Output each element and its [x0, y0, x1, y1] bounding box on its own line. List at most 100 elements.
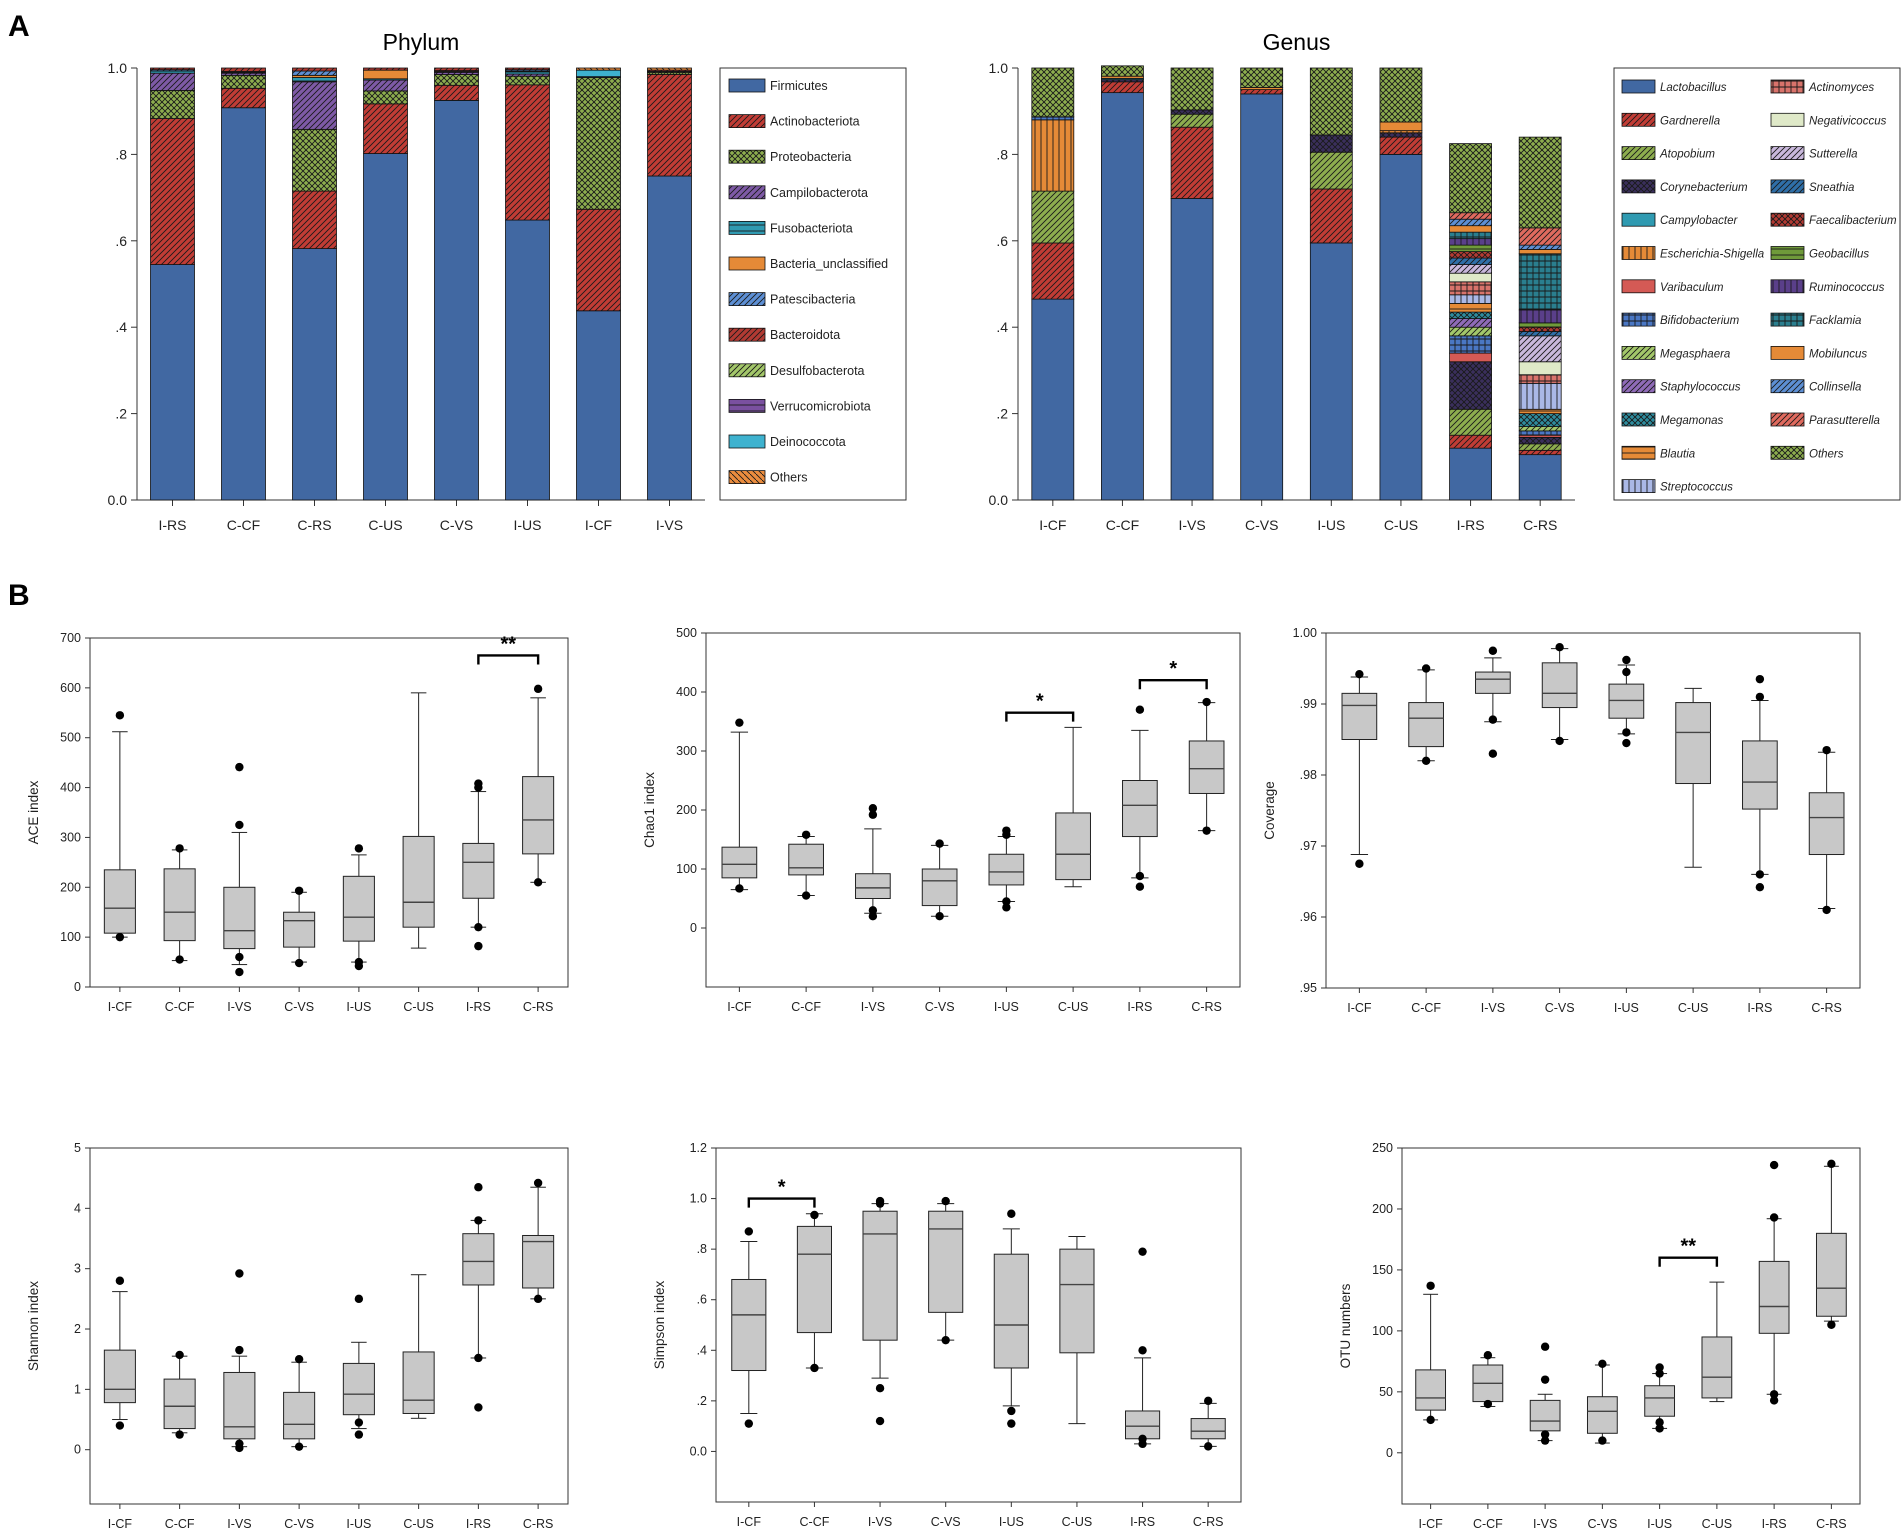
genus-bar-segment — [1170, 198, 1214, 501]
phylum-legend-swatch — [728, 292, 766, 307]
phylum-bar-segment — [505, 219, 550, 501]
otu-outlier — [1655, 1369, 1664, 1378]
phylum-legend-swatch — [728, 398, 766, 413]
genus-bar-segment — [1240, 89, 1284, 95]
genus-legend-swatch — [1770, 412, 1805, 427]
chao1-xtick-label: C-US — [1058, 1000, 1089, 1014]
genus-legend-label: Gardnerella — [1660, 115, 1720, 127]
ace-outlier — [294, 958, 304, 968]
coverage-xtick-label: C-RS — [1811, 1001, 1842, 1015]
genus-bar-segment — [1031, 67, 1075, 118]
phylum-legend-swatch — [728, 434, 766, 449]
genus-ytick-label: .6 — [996, 233, 1008, 249]
genus-bar-segment — [1031, 119, 1075, 192]
phylum-legend-swatch — [728, 114, 766, 128]
otu-ytick-label: 50 — [1379, 1385, 1393, 1399]
otu-box — [1586, 1396, 1618, 1434]
genus-bar-segment — [1518, 253, 1562, 311]
genus-legend-swatch — [1621, 179, 1656, 194]
genus-bar-segment — [1518, 309, 1562, 324]
genus-legend-label: Escherichia-Shigella — [1660, 249, 1764, 261]
genus-bar-segment — [1518, 227, 1562, 246]
ace-frame — [89, 637, 569, 988]
genus-bar-segment — [1518, 430, 1562, 436]
genus-bar-segment — [1518, 326, 1562, 332]
simpson-ytick-label: .4 — [697, 1343, 707, 1357]
ace-xtick-label: I-CF — [108, 1000, 133, 1014]
shannon-outlier — [474, 1216, 483, 1225]
phylum-legend-swatch — [728, 327, 766, 342]
otu-xtick-label: C-US — [1702, 1517, 1733, 1529]
ace-ytick-label: 400 — [60, 781, 81, 795]
simpson-outlier — [1138, 1247, 1147, 1256]
shannon-outlier — [175, 1350, 184, 1360]
simpson-ylabel: Simpson index — [652, 1280, 667, 1369]
phylum-legend-label: Deinococcota — [770, 435, 846, 449]
phylum-xtick-label: I-US — [514, 517, 542, 533]
genus-legend-label: Streptococcus — [1660, 482, 1733, 494]
ace-xtick-label: C-CF — [165, 1000, 195, 1014]
genus-bar-segment — [1518, 331, 1562, 337]
otu-box — [1415, 1369, 1447, 1411]
shannon-outlier — [235, 1269, 244, 1278]
genus-bar-segment — [1309, 188, 1353, 244]
phylum-ytick-label: .2 — [115, 406, 127, 422]
phylum-legend-swatch — [728, 220, 766, 235]
genus-bar-segment — [1449, 361, 1492, 410]
shannon-outlier — [115, 1276, 125, 1285]
ace-ytick-label: 700 — [60, 631, 81, 645]
shannon-outlier — [474, 1183, 483, 1192]
genus-bar-segment — [1518, 249, 1562, 255]
simpson-outlier — [1007, 1406, 1016, 1416]
ace-ytick-label: 600 — [60, 681, 81, 695]
coverage-box — [1675, 702, 1711, 785]
phylum-legend-label: Others — [770, 471, 808, 485]
genus-bar-segment — [1449, 251, 1492, 259]
simpson-outlier — [875, 1416, 885, 1426]
genus-legend-label: Parasutterella — [1809, 415, 1880, 427]
chao1-outlier — [801, 830, 811, 839]
ace-significance-label: ** — [500, 633, 516, 655]
genus-ytick-label: 1.0 — [989, 60, 1009, 76]
genus-bar-segment — [1449, 303, 1492, 313]
shannon-chart: 0 1 2 3 4 5 Shannon index I-CF C-CF I-VS C-VS I-US C… — [26, 1141, 569, 1529]
coverage-xtick-label: I-RS — [1747, 1001, 1772, 1015]
phylum-xtick-label: C-RS — [297, 517, 331, 533]
genus-bar-segment — [1449, 212, 1492, 220]
otu-xtick-label: C-VS — [1587, 1517, 1617, 1529]
ace-xtick-label: I-RS — [466, 1000, 491, 1014]
genus-bar-segment — [1518, 426, 1562, 432]
genus-bar-segment — [1379, 132, 1423, 138]
chao1-frame — [705, 632, 1241, 988]
phylum-bar-segment — [576, 67, 621, 71]
shannon-xtick-label: I-RS — [466, 1517, 491, 1529]
genus-bar-segment — [1518, 361, 1562, 376]
ace-box — [283, 911, 316, 948]
simpson-outlier — [1007, 1419, 1016, 1428]
phylum-bar-segment — [576, 77, 621, 210]
simpson-xtick-label: C-RS — [1193, 1515, 1224, 1529]
genus-bar-segment — [1449, 281, 1492, 296]
chao1-outlier — [1002, 903, 1011, 912]
otu-outlier — [1426, 1415, 1435, 1425]
genus-bar-segment — [1170, 67, 1214, 111]
phylum-legend-label: Actinobacteriota — [770, 115, 860, 129]
otu-ytick-label: 0 — [1386, 1446, 1393, 1460]
chao1-outlier — [1202, 826, 1211, 835]
simpson-outlier — [744, 1419, 754, 1428]
panel-label-a: A — [8, 10, 30, 43]
simpson-box — [1059, 1248, 1095, 1354]
coverage-outlier — [1555, 736, 1564, 746]
otu-outlier — [1769, 1160, 1779, 1170]
genus-legend-label: Atopobium — [1659, 149, 1715, 161]
shannon-box — [223, 1371, 256, 1440]
chao1-ytick-label: 300 — [676, 744, 697, 758]
genus-bar-segment — [1101, 65, 1144, 77]
coverage-ytick-label: .99 — [1300, 697, 1317, 711]
phylum-bar-segment — [647, 67, 692, 71]
genus-legend-label: Blautia — [1660, 448, 1695, 460]
otu-outlier — [1655, 1424, 1664, 1433]
phylum-ytick-label: 0.0 — [108, 492, 128, 508]
phylum-xtick-label: C-US — [368, 517, 402, 533]
phylum-ytick-label: 1.0 — [108, 60, 128, 76]
